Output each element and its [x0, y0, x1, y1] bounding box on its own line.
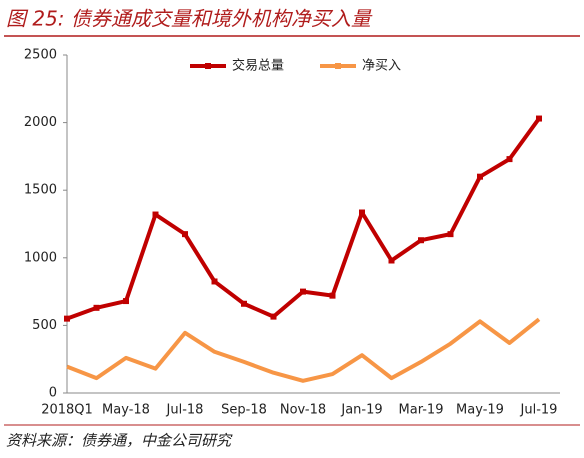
- y-tick-label: 0: [49, 386, 57, 401]
- point: [536, 115, 542, 122]
- point: [388, 257, 395, 264]
- legend-marker: [335, 63, 341, 69]
- y-tick-label: 1500: [24, 183, 57, 198]
- x-tick-label: Jan-19: [340, 403, 382, 418]
- point: [329, 292, 336, 299]
- point: [93, 304, 100, 311]
- point: [270, 313, 277, 320]
- y-tick-label: 500: [32, 318, 57, 333]
- legend-marker: [205, 63, 211, 69]
- x-tick-label: Nov-18: [280, 403, 326, 418]
- source: 资料来源：债券通，中金公司研究: [6, 432, 233, 450]
- x-tick-label: 2018Q1: [41, 403, 93, 418]
- point: [359, 209, 365, 216]
- legend-label: 净买入: [362, 59, 401, 74]
- point: [506, 156, 513, 163]
- y-tick-label: 2500: [24, 48, 57, 63]
- series-line: [66, 317, 541, 383]
- point: [418, 237, 424, 244]
- point: [447, 231, 454, 238]
- y-tick-label: 2000: [24, 115, 57, 130]
- point: [152, 211, 159, 218]
- x-tick-label: Sep-18: [221, 403, 267, 418]
- x-tick-label: Jul-19: [520, 403, 558, 418]
- x-tick-label: May-18: [102, 403, 150, 418]
- point: [123, 298, 129, 305]
- x-tick-label: May-19: [456, 403, 504, 418]
- y-tick-label: 1000: [24, 250, 57, 265]
- point: [211, 278, 218, 285]
- legend-label: 交易总量: [232, 58, 284, 74]
- point: [64, 315, 70, 322]
- point: [241, 300, 247, 307]
- point: [300, 288, 306, 295]
- point: [182, 231, 188, 238]
- chart-title: 图 25: 债券通成交量和境外机构净买入量: [6, 7, 373, 31]
- x-tick-label: Mar-19: [399, 403, 444, 418]
- x-tick-label: Jul-18: [166, 403, 204, 418]
- point: [477, 173, 483, 180]
